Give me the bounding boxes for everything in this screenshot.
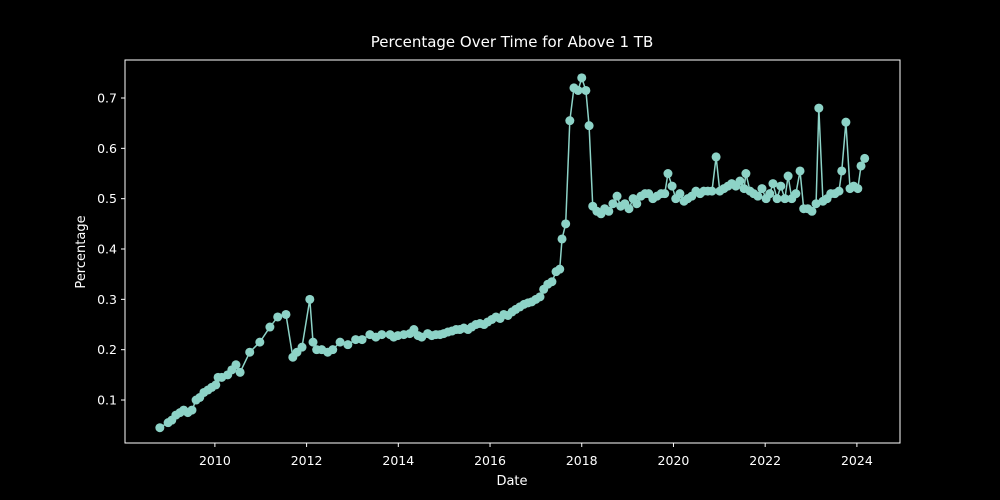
- y-tick-label: 0.7: [97, 91, 117, 106]
- marker: [573, 85, 583, 95]
- marker: [255, 337, 265, 347]
- marker: [281, 309, 291, 319]
- y-axis-label: Percentage: [74, 215, 89, 288]
- x-tick-label: 2012: [291, 453, 323, 468]
- marker: [780, 194, 790, 204]
- marker: [343, 340, 353, 350]
- marker: [231, 360, 241, 370]
- marker: [328, 345, 338, 355]
- marker: [565, 116, 575, 126]
- x-tick-label: 2016: [474, 453, 506, 468]
- y-tick-label: 0.1: [97, 393, 117, 408]
- y-tick-label: 0.2: [97, 342, 117, 357]
- marker: [772, 194, 782, 204]
- x-tick-label: 2020: [658, 453, 690, 468]
- marker: [377, 330, 387, 340]
- marker: [535, 292, 545, 302]
- marker: [853, 184, 863, 194]
- x-tick-label: 2010: [199, 453, 231, 468]
- marker: [245, 347, 255, 357]
- marker: [711, 152, 721, 162]
- marker: [856, 161, 866, 171]
- marker: [675, 189, 685, 199]
- marker: [187, 405, 197, 415]
- marker: [335, 337, 345, 347]
- marker: [273, 312, 283, 322]
- marker: [834, 186, 844, 196]
- marker: [624, 204, 634, 214]
- marker: [305, 294, 315, 304]
- marker: [814, 103, 824, 113]
- marker: [351, 335, 361, 345]
- y-tick-label: 0.4: [97, 242, 117, 257]
- marker: [581, 85, 591, 95]
- plot-frame: [124, 59, 901, 444]
- marker: [555, 264, 565, 274]
- marker: [860, 153, 870, 163]
- marker: [795, 166, 805, 176]
- chart-title: Percentage Over Time for Above 1 TB: [371, 33, 653, 51]
- marker: [841, 117, 851, 127]
- marker: [308, 337, 318, 347]
- marker: [663, 169, 673, 179]
- y-tick-label: 0.5: [97, 191, 117, 206]
- marker: [584, 121, 594, 131]
- marker: [155, 423, 165, 433]
- marker: [297, 342, 307, 352]
- x-tick-label: 2024: [841, 453, 873, 468]
- marker: [765, 189, 775, 199]
- marker: [660, 189, 670, 199]
- marker: [577, 73, 587, 83]
- marker: [791, 189, 801, 199]
- marker: [608, 199, 618, 209]
- x-axis-label: Date: [496, 474, 527, 489]
- marker: [357, 335, 367, 345]
- marker: [547, 277, 557, 287]
- marker: [776, 181, 786, 191]
- marker: [783, 171, 793, 181]
- marker: [768, 179, 778, 189]
- marker: [612, 191, 622, 201]
- marker: [837, 166, 847, 176]
- marker: [235, 367, 245, 377]
- marker: [557, 234, 567, 244]
- y-tick-label: 0.3: [97, 292, 117, 307]
- y-tick-label: 0.6: [97, 141, 117, 156]
- marker: [753, 191, 763, 201]
- marker: [561, 219, 571, 229]
- marker: [811, 199, 821, 209]
- marker: [807, 206, 817, 216]
- x-tick-label: 2018: [566, 453, 598, 468]
- marker: [741, 169, 751, 179]
- marker: [707, 186, 717, 196]
- line: [159, 75, 866, 429]
- marker: [632, 199, 642, 209]
- marker: [604, 206, 614, 216]
- x-tick-label: 2014: [382, 453, 414, 468]
- marker: [735, 176, 745, 186]
- marker: [667, 181, 677, 191]
- marker: [757, 184, 767, 194]
- marker: [265, 322, 275, 332]
- marker: [211, 380, 221, 390]
- x-tick-label: 2022: [749, 453, 781, 468]
